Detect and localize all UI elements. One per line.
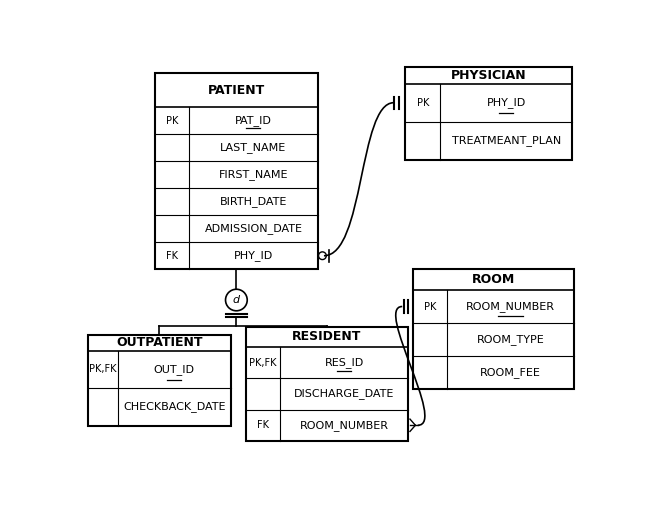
Bar xyxy=(88,335,231,426)
Text: ROOM: ROOM xyxy=(472,273,516,286)
Text: PATIENT: PATIENT xyxy=(208,84,265,97)
Text: ROOM_FEE: ROOM_FEE xyxy=(480,367,541,378)
Bar xyxy=(413,269,574,388)
Text: PK,FK: PK,FK xyxy=(89,364,117,375)
Text: LAST_NAME: LAST_NAME xyxy=(220,142,286,153)
Text: ADMISSION_DATE: ADMISSION_DATE xyxy=(204,223,303,234)
Text: OUT_ID: OUT_ID xyxy=(154,364,195,375)
Text: FK: FK xyxy=(256,420,269,430)
Text: PHY_ID: PHY_ID xyxy=(486,97,526,108)
Text: OUTPATIENT: OUTPATIENT xyxy=(116,336,202,349)
Text: PK: PK xyxy=(424,301,436,312)
Text: ROOM_NUMBER: ROOM_NUMBER xyxy=(466,301,555,312)
Text: PK,FK: PK,FK xyxy=(249,358,277,367)
Text: PK: PK xyxy=(166,115,178,126)
Bar xyxy=(155,73,318,269)
Text: PK: PK xyxy=(417,98,429,108)
Text: RES_ID: RES_ID xyxy=(324,357,364,368)
Text: TREATMEANT_PLAN: TREATMEANT_PLAN xyxy=(452,135,561,146)
Text: PAT_ID: PAT_ID xyxy=(235,115,272,126)
Text: PHYSICIAN: PHYSICIAN xyxy=(451,69,527,82)
Text: CHECKBACK_DATE: CHECKBACK_DATE xyxy=(123,401,225,412)
Text: RESIDENT: RESIDENT xyxy=(292,331,362,343)
Bar xyxy=(406,67,572,160)
Text: DISCHARGE_DATE: DISCHARGE_DATE xyxy=(294,388,395,400)
Bar xyxy=(245,327,408,441)
Text: d: d xyxy=(233,295,240,305)
Text: ROOM_TYPE: ROOM_TYPE xyxy=(477,334,544,345)
Text: BIRTH_DATE: BIRTH_DATE xyxy=(220,196,287,207)
Text: FIRST_NAME: FIRST_NAME xyxy=(219,169,288,180)
Text: FK: FK xyxy=(166,251,178,261)
Text: PHY_ID: PHY_ID xyxy=(234,250,273,261)
Text: ROOM_NUMBER: ROOM_NUMBER xyxy=(299,420,389,431)
